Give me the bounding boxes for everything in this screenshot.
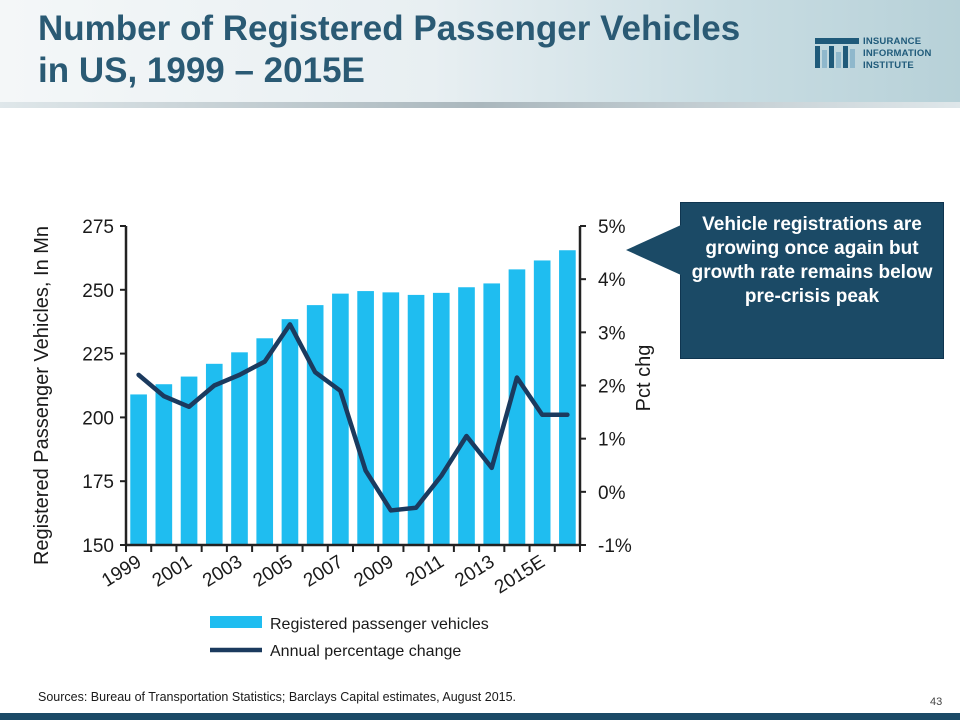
- x-tick-label: 2007: [300, 551, 347, 591]
- y2-tick-label: 3%: [598, 323, 626, 344]
- y-tick-label: 250: [82, 281, 114, 302]
- bar-2006: [306, 305, 324, 545]
- bar-2010: [407, 294, 425, 545]
- y-tick-label: 275: [82, 217, 114, 238]
- bar-2002: [205, 363, 223, 545]
- line-annual-pct-change: [136, 322, 570, 513]
- iii-logo: INSURANCE INFORMATION INSTITUTE: [815, 36, 955, 76]
- bar-2016: [559, 250, 576, 545]
- bar-2007: [332, 293, 349, 545]
- y2-tick-label: -1%: [598, 536, 632, 557]
- bottom-bar: [0, 713, 960, 720]
- x-tick-label: 2001: [149, 551, 196, 591]
- page-number: 43: [930, 696, 943, 708]
- y-axis-title: Registered Passenger Vehicles, In Mn: [31, 226, 53, 565]
- bar-2015E: [533, 260, 551, 545]
- y2-axis-title: Pct chg: [633, 345, 655, 412]
- logo-text: INSURANCE INFORMATION INSTITUTE: [863, 36, 932, 71]
- callout-text: Vehicle registrations are growing once a…: [691, 214, 933, 307]
- y2-tick-label: 0%: [598, 483, 626, 504]
- y-tick-label: 200: [82, 408, 114, 429]
- bar-2004: [256, 338, 274, 545]
- x-tick-label: 2005: [250, 551, 297, 591]
- slide-header: [0, 0, 960, 104]
- slide-title: Number of Registered Passenger Vehicles …: [38, 9, 741, 90]
- y-tick-label: 175: [82, 472, 114, 493]
- legend-label-line: Annual percentage change: [270, 643, 461, 660]
- x-tick-label: 2011: [402, 551, 448, 590]
- x-tick-label: 2003: [199, 551, 246, 591]
- chart-legend: Registered passenger vehicles Annual perc…: [210, 616, 489, 660]
- line-series: [136, 322, 570, 513]
- x-tick-label: 2015E: [491, 551, 549, 598]
- bar-2013: [483, 283, 501, 545]
- y2-tick-label: 4%: [598, 270, 626, 291]
- bar-2005: [281, 319, 299, 545]
- bar-2000: [155, 384, 173, 545]
- iii-logo-icon: [815, 38, 859, 68]
- bar-2009: [382, 292, 400, 545]
- legend-label-bars: Registered passenger vehicles: [270, 616, 489, 633]
- bar-2012: [458, 287, 475, 545]
- bar-2001: [180, 376, 198, 545]
- callout-box: Vehicle registrations are growing once a…: [680, 202, 944, 359]
- bar-2014: [508, 269, 526, 545]
- header-divider: [0, 102, 960, 108]
- bar-2008: [357, 291, 374, 545]
- bar-series: [130, 250, 576, 545]
- y2-tick-label: 5%: [598, 217, 626, 238]
- x-tick-label: 2009: [350, 551, 397, 591]
- source-note: Sources: Bureau of Transportation Statis…: [38, 690, 517, 704]
- x-tick-label: 1999: [98, 551, 145, 591]
- y-tick-label: 150: [82, 536, 114, 557]
- y-tick-label: 225: [82, 345, 114, 366]
- bar-1999: [130, 394, 147, 545]
- y2-tick-label: 2%: [598, 377, 626, 398]
- bar-2011: [432, 292, 450, 545]
- legend-swatch-bars: [210, 616, 262, 628]
- y2-tick-label: 1%: [598, 430, 626, 451]
- bar-2003: [231, 352, 248, 545]
- x-tick-label: 2013: [451, 551, 498, 591]
